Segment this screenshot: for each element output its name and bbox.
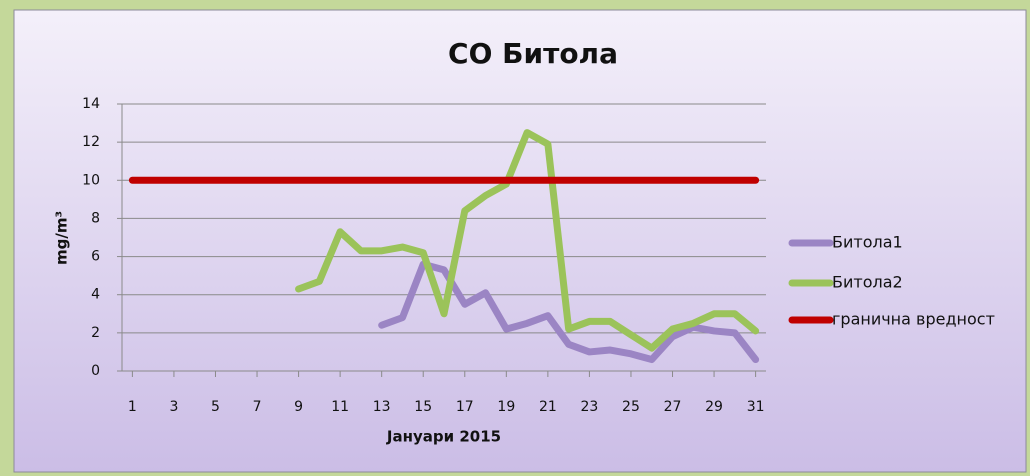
x-tick-label: 19 xyxy=(497,399,515,415)
legend-label: Битола2 xyxy=(832,273,903,292)
x-tick-label: 13 xyxy=(373,399,391,415)
y-axis-title: mg/m³ xyxy=(53,211,71,265)
x-axis-title: Јануари 2015 xyxy=(386,428,501,446)
x-tick-label: 25 xyxy=(622,399,640,415)
x-tick-label: 21 xyxy=(539,399,557,415)
chart-panel xyxy=(13,9,1027,473)
chart-title: CO Битола xyxy=(448,37,618,70)
legend-label: гранична вредност xyxy=(832,310,995,329)
data-line xyxy=(295,129,760,352)
x-tick-label: 1 xyxy=(128,399,137,415)
y-tick-label: 8 xyxy=(91,210,100,226)
y-tick-label: 6 xyxy=(91,249,100,265)
data-line xyxy=(378,260,760,364)
x-tick-label: 23 xyxy=(581,399,599,415)
x-tick-label: 27 xyxy=(664,399,682,415)
x-tick-label: 17 xyxy=(456,399,474,415)
y-tick-label: 10 xyxy=(82,172,100,188)
y-tick-label: 14 xyxy=(82,96,100,112)
legend-label: Битола1 xyxy=(832,233,903,252)
y-tick-label: 0 xyxy=(91,363,100,379)
y-tick-label: 12 xyxy=(82,134,100,150)
x-tick-label: 15 xyxy=(414,399,432,415)
y-tick-label: 2 xyxy=(91,325,100,341)
x-tick-label: 5 xyxy=(211,399,220,415)
x-tick-label: 29 xyxy=(705,399,723,415)
x-tick-label: 7 xyxy=(253,399,262,415)
x-tick-label: 31 xyxy=(747,399,765,415)
x-tick-label: 11 xyxy=(331,399,349,415)
x-tick-label: 3 xyxy=(169,399,178,415)
x-tick-label: 9 xyxy=(294,399,303,415)
y-tick-label: 4 xyxy=(91,287,100,303)
